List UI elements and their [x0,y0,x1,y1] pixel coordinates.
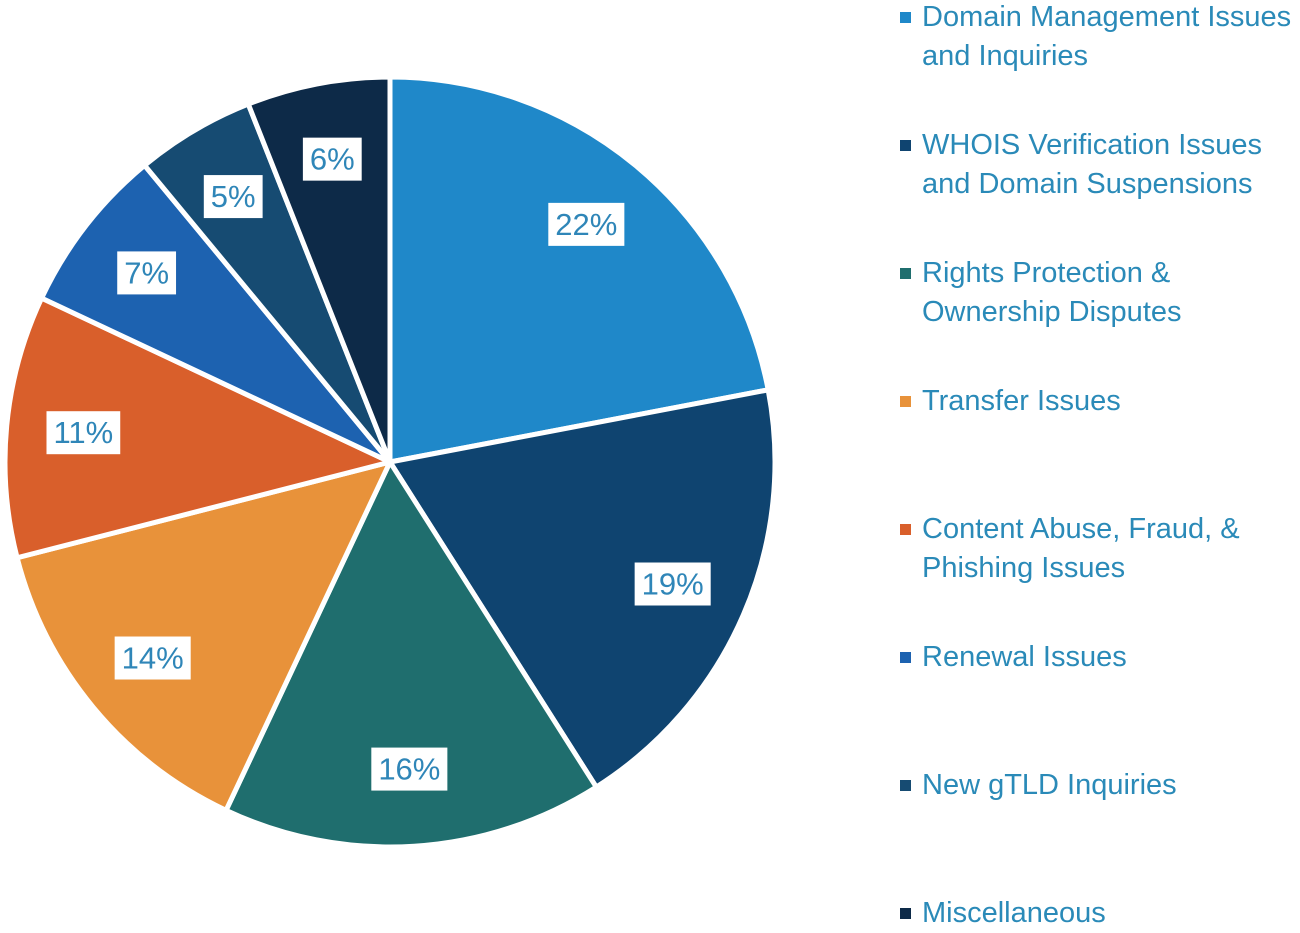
legend-swatch [900,140,911,151]
data-label-box [117,251,177,295]
legend-label: Content Abuse, Fraud, & Phishing Issues [922,513,1240,584]
data-label-box [634,562,711,606]
legend-label: Transfer Issues [922,385,1121,417]
data-label-text: 7% [124,255,169,290]
pie-slice [14,459,393,813]
legend-item: Rights Protection & Ownership Disputes [900,254,1295,332]
legend-swatch [900,268,911,279]
legend-label: Rights Protection & Ownership Disputes [922,257,1182,328]
data-label-text: 19% [642,567,704,602]
data-label-box [46,411,121,455]
data-label-text: 6% [310,142,355,177]
data-label-box [203,175,263,219]
pie-area: 22% 19% 16% 14% 11% 7% 5% 6% [2,74,778,850]
pie-slice [387,387,778,790]
legend-label: Miscellaneous [922,897,1106,929]
data-label: 5% [203,175,263,219]
data-label: 22% [548,202,625,246]
legend-swatch [900,652,911,663]
legend-swatch [900,780,911,791]
pie-slice [223,459,599,850]
pie-slice [2,295,393,561]
legend-label: Domain Management Issues and Inquiries [922,1,1292,72]
data-label-box [114,636,191,680]
data-label-box [302,137,362,181]
legend-swatch [900,908,911,919]
data-label: 19% [634,562,711,606]
data-label-text: 11% [53,415,113,450]
legend-swatch [900,12,911,23]
legend-item: Transfer Issues [900,382,1295,421]
legend-item: Content Abuse, Fraud, & Phishing Issues [900,510,1295,588]
data-label: 7% [117,251,177,295]
data-label: 6% [302,137,362,181]
legend-item: Miscellaneous [900,894,1295,933]
data-label-box [371,747,448,791]
pie-slice [387,74,771,465]
legend-swatch [900,396,911,407]
data-label: 11% [46,411,121,455]
legend-label: New gTLD Inquiries [922,769,1177,801]
legend-swatch [900,524,911,535]
data-label-text: 16% [378,752,440,787]
data-label: 16% [371,747,448,791]
legend-item: Renewal Issues [900,638,1295,677]
data-label-text: 5% [211,179,256,214]
data-label-box [548,202,625,246]
data-label: 14% [114,636,191,680]
legend-item: WHOIS Verification Issues and Domain Sus… [900,126,1295,204]
data-label-text: 22% [555,207,617,242]
legend-label: WHOIS Verification Issues and Domain Sus… [922,129,1263,200]
legend-label: Renewal Issues [922,641,1127,673]
data-label-text: 14% [122,641,184,676]
pie-slice [39,162,393,465]
legend-item: New gTLD Inquiries [900,766,1295,805]
legend-item: Domain Management Issues and Inquiries [900,0,1295,76]
